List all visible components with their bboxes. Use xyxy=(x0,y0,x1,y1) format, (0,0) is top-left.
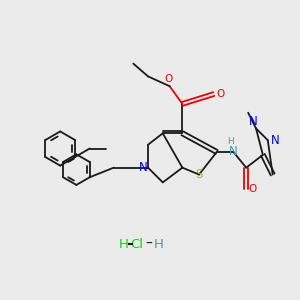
Text: O: O xyxy=(164,74,172,84)
Text: H: H xyxy=(118,238,128,251)
Text: N: N xyxy=(229,146,238,158)
Text: S: S xyxy=(195,168,203,181)
Text: Cl: Cl xyxy=(130,238,143,251)
Text: O: O xyxy=(248,184,257,194)
Text: O: O xyxy=(216,89,224,99)
Text: N: N xyxy=(271,134,280,147)
Text: H: H xyxy=(227,137,234,146)
Text: –: – xyxy=(145,237,152,251)
Text: N: N xyxy=(139,161,148,174)
Text: H: H xyxy=(154,238,164,251)
Text: N: N xyxy=(249,115,257,128)
